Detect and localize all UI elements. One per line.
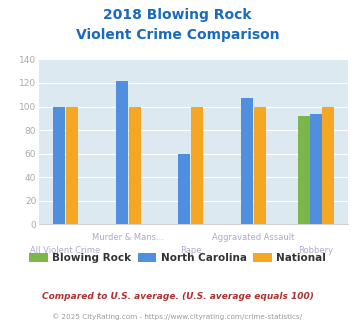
Bar: [298, 116, 310, 224]
Text: Robbery: Robbery: [299, 246, 334, 255]
Bar: [116, 81, 127, 224]
Text: All Violent Crime: All Violent Crime: [31, 246, 101, 255]
Text: © 2025 CityRating.com - https://www.cityrating.com/crime-statistics/: © 2025 CityRating.com - https://www.city…: [53, 314, 302, 320]
Text: Murder & Mans...: Murder & Mans...: [92, 233, 164, 242]
Bar: [191, 107, 203, 224]
Bar: [129, 107, 141, 224]
Text: 2018 Blowing Rock: 2018 Blowing Rock: [103, 8, 252, 22]
Bar: [254, 107, 266, 224]
Bar: [53, 107, 65, 224]
Bar: [66, 107, 78, 224]
Bar: [322, 107, 334, 224]
Bar: [241, 98, 253, 224]
Bar: [310, 114, 322, 224]
Legend: Blowing Rock, North Carolina, National: Blowing Rock, North Carolina, National: [25, 248, 330, 267]
Text: Aggravated Assault: Aggravated Assault: [212, 233, 295, 242]
Text: Compared to U.S. average. (U.S. average equals 100): Compared to U.S. average. (U.S. average …: [42, 292, 313, 301]
Text: Violent Crime Comparison: Violent Crime Comparison: [76, 28, 279, 42]
Bar: [178, 154, 190, 224]
Text: Rape: Rape: [180, 246, 202, 255]
